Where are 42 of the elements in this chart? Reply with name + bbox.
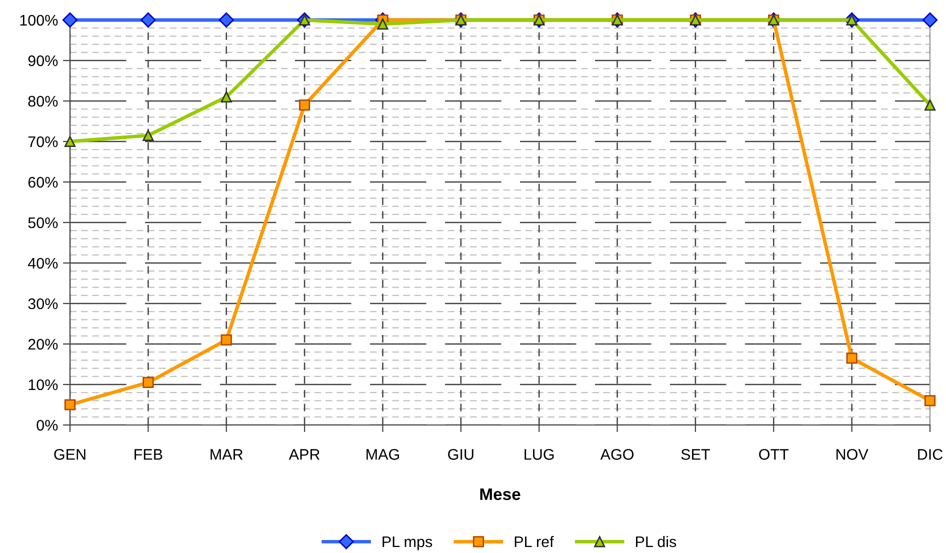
point	[142, 376, 154, 388]
point	[64, 136, 76, 148]
x-tick-label: OTT	[759, 449, 789, 460]
x-tick-label: NOV	[836, 449, 868, 460]
point	[140, 12, 156, 28]
y-tick-label: 80%	[28, 96, 58, 107]
point	[64, 399, 76, 410]
point	[377, 18, 388, 30]
x-tick-label: LUG	[524, 449, 554, 460]
x-tick-label: MAG	[366, 449, 399, 460]
x-tick-label: GIU	[448, 449, 474, 460]
y-tick-label: 10%	[28, 379, 58, 390]
y-tick-label: 30%	[28, 298, 58, 310]
x-tick-label: SET	[681, 449, 710, 460]
y-tick-label: 40%	[28, 258, 58, 269]
y-tick-label: 90%	[28, 55, 58, 66]
x-tick-label: DIC	[918, 449, 943, 460]
y-tick-label: 60%	[28, 176, 58, 188]
x-axis-title: Mese	[480, 488, 520, 500]
point	[924, 99, 936, 111]
point	[846, 352, 858, 364]
legend-label: PL ref	[514, 536, 554, 548]
legend-label: PL mps	[382, 536, 432, 550]
x-tick-label: APR	[288, 449, 320, 460]
y-tick-label: 70%	[28, 136, 58, 148]
point	[62, 12, 78, 28]
point	[298, 99, 310, 111]
y-tick-label: 0%	[36, 420, 58, 431]
y-tick-label: 50%	[28, 217, 58, 228]
x-tick-label: AGO	[600, 449, 634, 460]
point	[924, 395, 936, 406]
point	[220, 91, 232, 103]
y-tick-label: 100%	[20, 14, 58, 26]
x-tick-label: GEN	[54, 449, 86, 460]
y-tick-label: 20%	[28, 338, 58, 350]
point	[142, 130, 154, 141]
x-tick-label: FEB	[134, 449, 162, 460]
x-tick-label: MAR	[210, 449, 243, 460]
point	[218, 12, 234, 28]
point	[220, 334, 232, 346]
point	[922, 12, 938, 28]
legend-label: PL dis	[636, 536, 676, 548]
